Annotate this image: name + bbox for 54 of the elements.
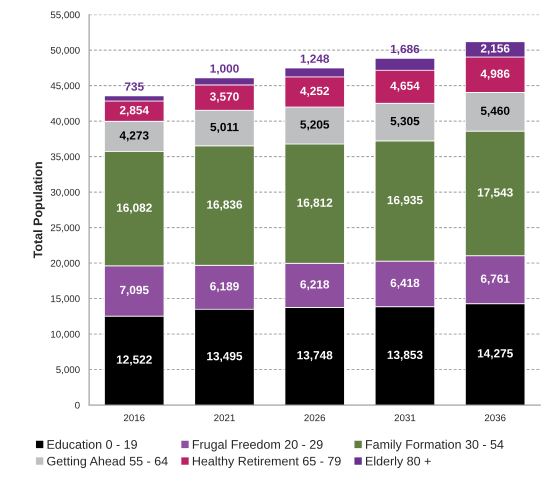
data-label: 6,761 bbox=[480, 274, 510, 285]
y-tick-label: 5,000 bbox=[56, 366, 80, 374]
y-tick-label: 25,000 bbox=[50, 224, 80, 232]
x-tick-label: 2031 bbox=[394, 414, 416, 422]
data-label: 4,273 bbox=[120, 131, 149, 142]
legend-label: Elderly 80 + bbox=[366, 456, 431, 468]
data-label: 7,095 bbox=[120, 286, 149, 296]
data-label: 16,082 bbox=[116, 204, 152, 214]
data-label: 4,654 bbox=[390, 82, 420, 92]
data-label: 13,495 bbox=[207, 352, 242, 362]
data-label: 16,812 bbox=[297, 198, 332, 209]
data-label: 5,011 bbox=[210, 122, 239, 133]
data-label: 4,986 bbox=[480, 70, 510, 80]
legend-label: Frugal Freedom 20 - 29 bbox=[192, 440, 323, 452]
y-tick-label: 35,000 bbox=[50, 153, 80, 162]
y-tick-label: 30,000 bbox=[50, 188, 80, 197]
y-tick-label: 20,000 bbox=[50, 260, 80, 268]
x-tick-label: 2026 bbox=[304, 414, 326, 422]
legend-label: Healthy Retirement 65 - 79 bbox=[192, 456, 341, 468]
x-tick-label: 2036 bbox=[484, 414, 506, 422]
data-label: 6,418 bbox=[390, 278, 420, 289]
data-label: 1,000 bbox=[210, 64, 239, 74]
y-tick-label: 55,000 bbox=[50, 11, 80, 20]
y-tick-label: 0 bbox=[75, 402, 80, 409]
y-tick-label: 10,000 bbox=[51, 330, 80, 339]
data-label: 4,252 bbox=[300, 86, 330, 97]
data-label: 2,854 bbox=[120, 106, 149, 116]
y-tick-label: 40,000 bbox=[50, 118, 80, 126]
legend-label: Family Formation 30 - 54 bbox=[366, 440, 504, 452]
y-tick-label: 45,000 bbox=[50, 82, 80, 90]
data-label: 3,570 bbox=[210, 92, 239, 102]
data-label: 5,205 bbox=[300, 120, 330, 130]
data-label: 735 bbox=[124, 82, 144, 91]
data-label: 2,156 bbox=[480, 44, 510, 54]
data-label: 6,218 bbox=[300, 280, 330, 290]
legend-label: Getting Ahead 55 - 64 bbox=[47, 456, 168, 468]
y-tick-label: 15,000 bbox=[51, 295, 80, 304]
data-label: 1,248 bbox=[300, 54, 330, 65]
data-label: 13,853 bbox=[388, 350, 423, 361]
data-label: 13,748 bbox=[297, 351, 332, 362]
data-label: 14,275 bbox=[478, 349, 513, 360]
data-label: 5,305 bbox=[390, 116, 420, 127]
data-label: 16,836 bbox=[207, 200, 242, 210]
data-label: 17,543 bbox=[478, 188, 513, 198]
x-tick-label: 2016 bbox=[124, 414, 145, 422]
data-label: 12,522 bbox=[116, 355, 152, 366]
data-label: 1,686 bbox=[390, 44, 420, 55]
x-tick-label: 2021 bbox=[214, 414, 235, 422]
data-label: 5,460 bbox=[480, 106, 510, 117]
data-label: 16,935 bbox=[388, 196, 423, 206]
y-tick-label: 50,000 bbox=[50, 46, 80, 55]
legend-label: Education 0 - 19 bbox=[48, 440, 137, 449]
data-label: 6,189 bbox=[210, 282, 239, 292]
y-axis-title: Total Population bbox=[33, 162, 45, 258]
